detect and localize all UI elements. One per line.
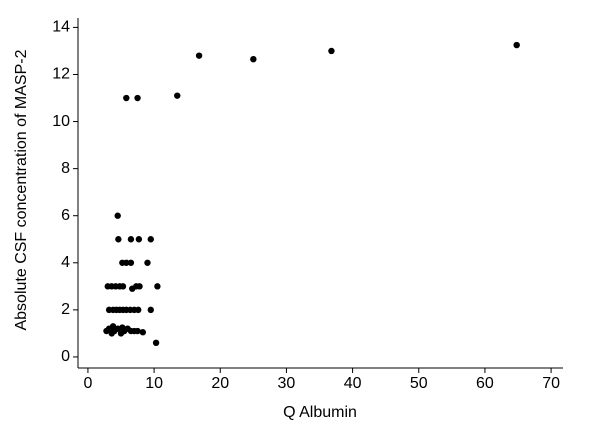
point [123, 259, 130, 266]
point [123, 94, 130, 102]
x-tick-label: 70 [542, 375, 560, 392]
point [250, 55, 257, 63]
point [119, 283, 127, 290]
x-tick-label: 50 [410, 375, 428, 392]
point [195, 52, 203, 59]
x-tick-label: 60 [476, 375, 494, 392]
point [513, 41, 520, 49]
x-tick-label: 0 [83, 375, 92, 392]
point [127, 236, 135, 243]
y-tick-label: 2 [61, 301, 70, 318]
x-tick-label: 30 [278, 375, 296, 392]
y-axis-label: Absolute CSF concentration of MASP-2 [13, 49, 30, 330]
point [127, 259, 135, 266]
y-tick-label: 4 [61, 254, 70, 271]
y-tick-label: 14 [52, 19, 70, 36]
point [174, 92, 181, 99]
x-tick-label: 20 [211, 375, 229, 392]
point [119, 324, 126, 331]
point [135, 306, 142, 314]
x-tick-label: 10 [145, 375, 163, 392]
point [114, 212, 121, 219]
y-tick-label: 8 [61, 160, 70, 177]
y-tick-label: 10 [52, 113, 70, 130]
point [136, 283, 143, 290]
point [135, 236, 143, 243]
y-tick-label: 0 [61, 348, 70, 365]
point [109, 323, 117, 330]
point [147, 306, 154, 314]
point [134, 94, 141, 102]
x-axis-label: Q Albumin [283, 404, 357, 421]
y-tick-label: 6 [61, 207, 70, 224]
point [115, 236, 122, 243]
point [139, 329, 147, 336]
x-tick-label: 40 [344, 375, 362, 392]
y-tick-label: 12 [52, 66, 70, 83]
point [152, 339, 160, 347]
point [154, 283, 161, 290]
point [328, 47, 335, 55]
point [144, 259, 151, 266]
point [147, 236, 154, 243]
point [134, 327, 141, 335]
